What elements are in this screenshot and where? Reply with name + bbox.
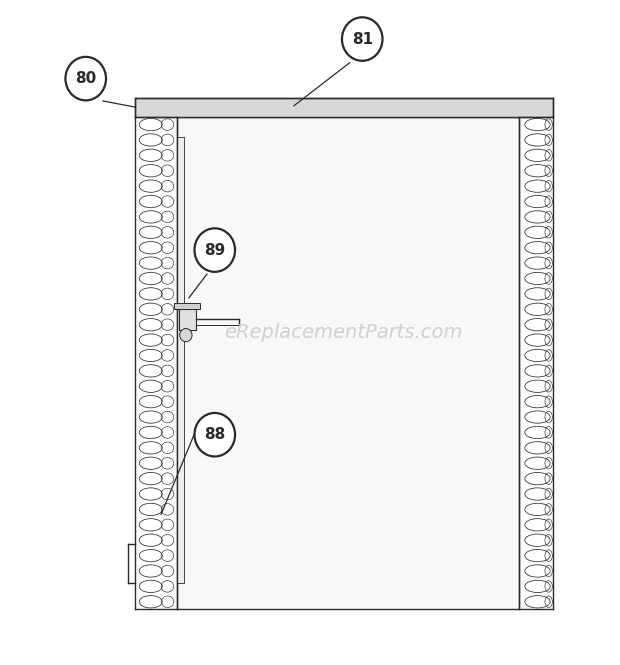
Bar xyxy=(135,98,552,117)
Circle shape xyxy=(66,57,106,100)
Text: 89: 89 xyxy=(204,243,226,257)
Text: 80: 80 xyxy=(75,71,96,86)
Bar xyxy=(174,303,200,309)
Bar xyxy=(177,117,519,609)
Circle shape xyxy=(195,413,235,456)
Text: 88: 88 xyxy=(204,427,226,442)
Circle shape xyxy=(180,329,192,342)
Bar xyxy=(179,309,196,330)
Text: eReplacementParts.com: eReplacementParts.com xyxy=(224,323,463,342)
Text: 81: 81 xyxy=(352,31,373,47)
Circle shape xyxy=(195,228,235,272)
Bar xyxy=(177,136,184,583)
Circle shape xyxy=(342,17,383,61)
